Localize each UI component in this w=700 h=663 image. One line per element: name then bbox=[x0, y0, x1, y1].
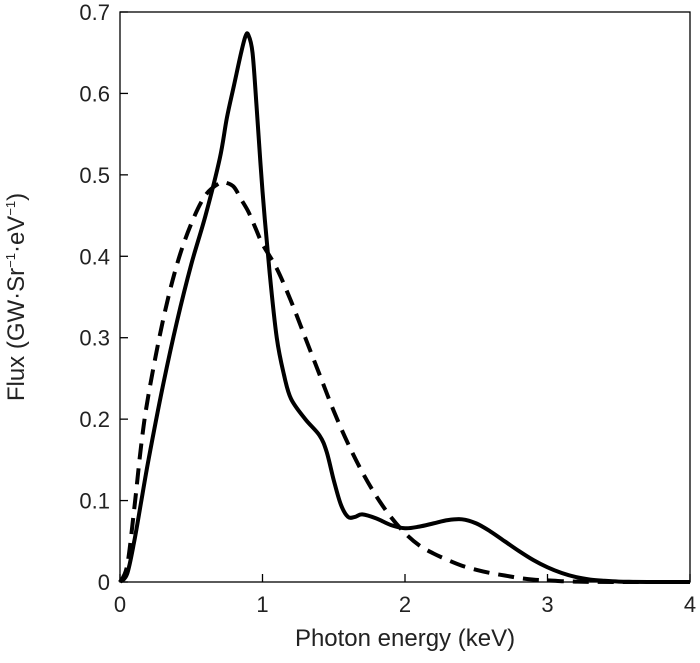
y-tick-label: 0.5 bbox=[79, 163, 110, 188]
y-axis: 0 0.1 0.2 0.3 0.4 0.5 0.6 0.7 bbox=[79, 0, 128, 595]
series-solid-line bbox=[118, 31, 690, 585]
x-tick-label: 1 bbox=[256, 592, 268, 617]
x-axis: 0 1 2 3 4 bbox=[114, 574, 696, 617]
y-tick-label: 0.4 bbox=[79, 244, 110, 269]
y-tick-label: 0.7 bbox=[79, 0, 110, 25]
y-tick-label: 0.2 bbox=[79, 407, 110, 432]
series-group bbox=[118, 31, 691, 585]
y-tick-label: 0.1 bbox=[79, 489, 110, 514]
x-tick-label: 3 bbox=[541, 592, 553, 617]
x-tick-label: 2 bbox=[399, 592, 411, 617]
x-tick-label: 0 bbox=[114, 592, 126, 617]
plot-frame bbox=[119, 11, 691, 583]
y-axis-label: Flux (GW·Sr−1·eV−1) bbox=[3, 193, 30, 401]
y-tick-label: 0.6 bbox=[79, 81, 110, 106]
x-axis-label: Photon energy (keV) bbox=[295, 625, 515, 652]
y-tick-label: 0.3 bbox=[79, 326, 110, 351]
series-dashed-line bbox=[118, 179, 691, 585]
x-tick-label: 4 bbox=[684, 592, 696, 617]
y-tick-label: 0 bbox=[98, 570, 110, 595]
